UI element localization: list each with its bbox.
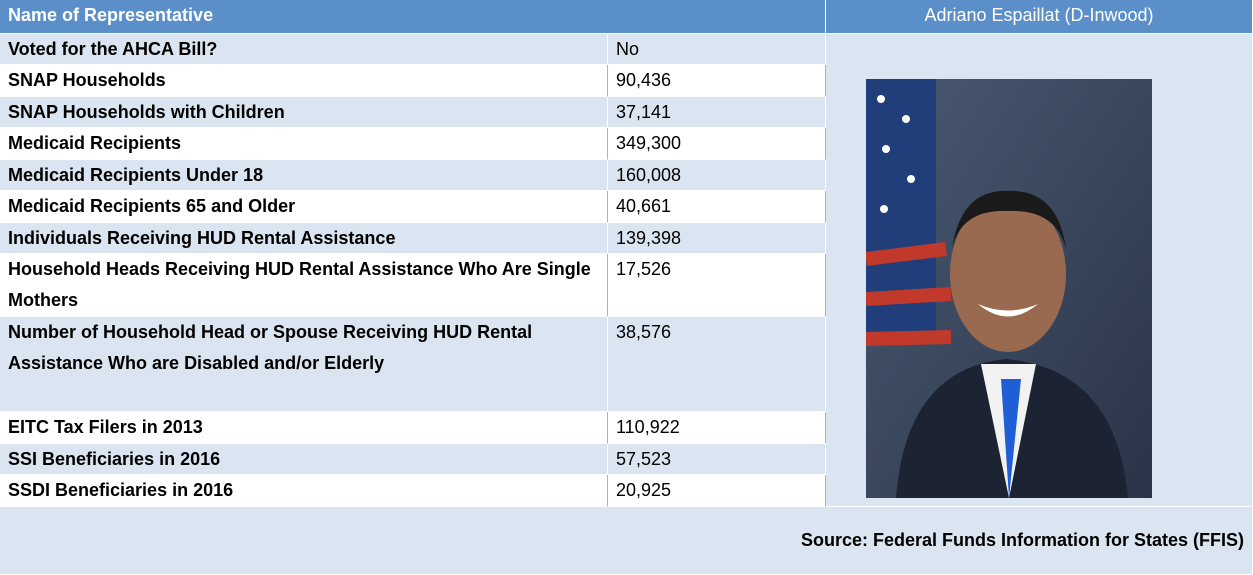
row-value: 38,576 [608,317,826,412]
row-value: 37,141 [608,97,826,128]
row-value: 139,398 [608,223,826,254]
header-name: Adriano Espaillat (D-Inwood) [826,0,1253,34]
row-label: SSI Beneficiaries in 2016 [0,444,608,475]
row-value: 40,661 [608,191,826,223]
row-label: Medicaid Recipients [0,128,608,160]
row-value: 17,526 [608,254,826,317]
row-value: 20,925 [608,475,826,507]
row-label: SNAP Households with Children [0,97,608,128]
row-label: Medicaid Recipients 65 and Older [0,191,608,223]
row-label: Voted for the AHCA Bill? [0,34,608,65]
row-value: 90,436 [608,65,826,97]
row-label: Household Heads Receiving HUD Rental Ass… [0,254,608,317]
row-label: Individuals Receiving HUD Rental Assista… [0,223,608,254]
header-label: Name of Representative [0,0,826,34]
row-value: No [608,34,826,65]
row-value: 57,523 [608,444,826,475]
photo [866,79,1152,498]
row-label: Medicaid Recipients Under 18 [0,160,608,191]
row-label: EITC Tax Filers in 2013 [0,412,608,444]
row-value: 349,300 [608,128,826,160]
row-value: 110,922 [608,412,826,444]
row-value: 160,008 [608,160,826,191]
row-label: SNAP Households [0,65,608,97]
page: Name of Representative Adriano Espaillat… [0,0,1253,575]
row-label: Number of Household Head or Spouse Recei… [0,317,608,412]
source: Source: Federal Funds Information for St… [0,507,1253,575]
row-label: SSDI Beneficiaries in 2016 [0,475,608,507]
